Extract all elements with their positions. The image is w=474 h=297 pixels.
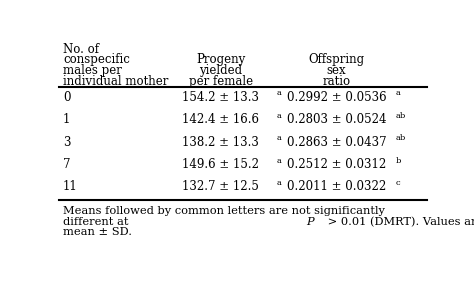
Text: a: a (277, 112, 282, 120)
Text: sex: sex (327, 64, 346, 77)
Text: c: c (396, 179, 401, 187)
Text: 11: 11 (63, 180, 78, 193)
Text: yielded: yielded (200, 64, 242, 77)
Text: individual mother: individual mother (63, 75, 168, 88)
Text: 142.4 ± 16.6: 142.4 ± 16.6 (182, 113, 259, 126)
Text: Progeny: Progeny (196, 53, 246, 66)
Text: mean ± SD.: mean ± SD. (63, 227, 132, 237)
Text: 132.7 ± 12.5: 132.7 ± 12.5 (182, 180, 259, 193)
Text: a: a (396, 89, 401, 97)
Text: 0.2992 ± 0.0536: 0.2992 ± 0.0536 (287, 91, 386, 104)
Text: 3: 3 (63, 135, 71, 148)
Text: 149.6 ± 15.2: 149.6 ± 15.2 (182, 158, 259, 171)
Text: Offspring: Offspring (309, 53, 365, 66)
Text: Means followed by common letters are not significantly: Means followed by common letters are not… (63, 206, 385, 216)
Text: 7: 7 (63, 158, 71, 171)
Text: ab: ab (396, 134, 406, 142)
Text: a: a (277, 134, 282, 142)
Text: > 0.01 (DMRT). Values are expressed as: > 0.01 (DMRT). Values are expressed as (324, 217, 474, 227)
Text: 0.2863 ± 0.0437: 0.2863 ± 0.0437 (287, 135, 386, 148)
Text: b: b (396, 157, 401, 165)
Text: 0.2803 ± 0.0524: 0.2803 ± 0.0524 (287, 113, 386, 126)
Text: a: a (277, 157, 282, 165)
Text: per female: per female (189, 75, 253, 88)
Text: different at: different at (63, 217, 132, 227)
Text: 0.2512 ± 0.0312: 0.2512 ± 0.0312 (287, 158, 386, 171)
Text: ratio: ratio (322, 75, 351, 88)
Text: a: a (277, 179, 282, 187)
Text: 138.2 ± 13.3: 138.2 ± 13.3 (182, 135, 259, 148)
Text: 154.2 ± 13.3: 154.2 ± 13.3 (182, 91, 259, 104)
Text: a: a (277, 89, 282, 97)
Text: No. of: No. of (63, 42, 99, 56)
Text: 0.2011 ± 0.0322: 0.2011 ± 0.0322 (287, 180, 386, 193)
Text: conspecific: conspecific (63, 53, 130, 66)
Text: 1: 1 (63, 113, 70, 126)
Text: 0: 0 (63, 91, 71, 104)
Text: males per: males per (63, 64, 122, 77)
Text: P: P (306, 217, 313, 227)
Text: ab: ab (396, 112, 406, 120)
